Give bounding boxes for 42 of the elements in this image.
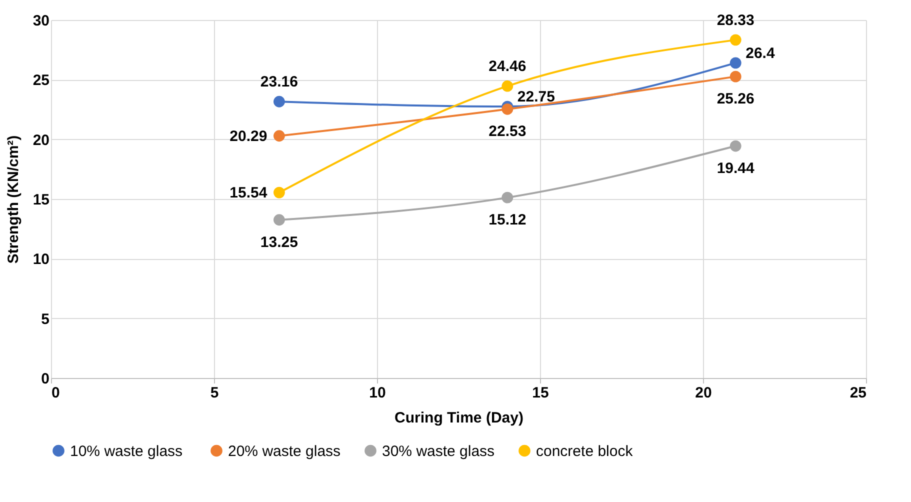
- data-label: 15.54: [230, 184, 268, 202]
- x-tick-label: 25: [850, 384, 866, 402]
- point: [730, 140, 742, 152]
- point: [274, 214, 285, 226]
- data-label: 23.16: [260, 74, 298, 91]
- point: [274, 130, 285, 142]
- data-label: 22.53: [488, 123, 526, 140]
- point: [502, 192, 514, 204]
- data-label: 24.46: [488, 58, 526, 76]
- point: [730, 70, 742, 82]
- y-tick-label: 0: [41, 370, 50, 388]
- point: [502, 103, 514, 115]
- data-label: 28.33: [716, 12, 754, 29]
- y-tick-label: 25: [32, 72, 50, 90]
- y-tick-label: 10: [32, 251, 50, 268]
- data-label: 13.25: [260, 234, 298, 251]
- data-label: 22.75: [517, 88, 555, 106]
- point: [274, 186, 285, 198]
- y-axis-title: Strength (KN/cm²): [4, 135, 22, 264]
- data-label: 25.26: [716, 90, 754, 108]
- legend-label: 10% waste glass: [70, 442, 183, 460]
- x-tick-label: 5: [210, 384, 219, 402]
- point: [730, 34, 742, 46]
- data-label: 19.44: [716, 160, 756, 178]
- x-tick-label: 20: [695, 384, 712, 402]
- x-tick-label: 10: [369, 384, 386, 402]
- legend-label: 20% waste glass: [228, 442, 341, 460]
- point: [502, 80, 514, 92]
- y-tick-label: 30: [32, 12, 50, 30]
- legend-label: 30% waste glass: [382, 442, 495, 460]
- data-label: 20.29: [230, 128, 268, 145]
- y-tick-label: 5: [41, 310, 50, 328]
- point: [730, 57, 742, 69]
- x-axis-title: Curing Time (Day): [394, 410, 524, 426]
- data-label: 26.4: [746, 44, 776, 62]
- y-tick-label: 20: [32, 132, 50, 149]
- legend-label: concrete block: [536, 442, 634, 460]
- data-label: 15.12: [488, 212, 526, 229]
- x-tick-label: 15: [532, 384, 549, 402]
- y-tick-label: 15: [32, 192, 50, 208]
- point: [274, 96, 285, 108]
- x-tick-label: 0: [52, 384, 60, 402]
